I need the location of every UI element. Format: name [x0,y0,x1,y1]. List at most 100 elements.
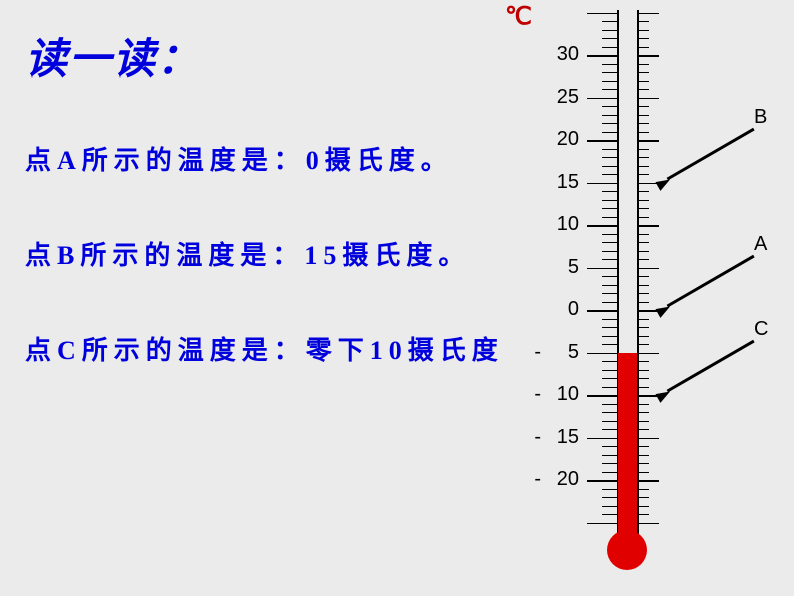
tick-minor [602,506,617,507]
tick-minor [637,472,649,473]
tick-major [587,225,617,227]
tick-minor [602,157,617,158]
scale-label-minus: - [521,341,541,364]
tick-minor [602,132,617,133]
tick-minor [602,21,617,22]
tick-minor [602,106,617,107]
tick-minor [637,344,649,345]
tick-minor [602,208,617,209]
tick-minor [637,81,649,82]
pointer-arrow-line [667,255,755,307]
tick-minor [602,234,617,235]
tick-minor [602,387,617,388]
tick-minor [602,472,617,473]
tick-minor [602,72,617,73]
tick-minor [602,166,617,167]
tick-minor [637,455,649,456]
tick-major [637,523,659,525]
tick-minor [602,463,617,464]
tick-major [637,353,659,355]
tick-minor [637,319,649,320]
tick-major [587,183,617,185]
scale-label: 5 [529,256,579,279]
tick-minor [637,336,649,337]
tick-major [587,310,617,312]
tick-minor [637,123,649,124]
tick-minor [602,378,617,379]
pointer-arrow-line [667,340,755,392]
scale-label: 25 [529,86,579,109]
scale-label: 15 [529,171,579,194]
tick-minor [637,30,649,31]
tick-minor [637,387,649,388]
reading-line-a: 点A所示的温度是：0摄氏度。 [25,140,453,177]
point-label-c: C [754,318,768,341]
reading-line-c: 点C所示的温度是：零下10摄氏度 [25,330,504,367]
tick-minor [602,191,617,192]
tick-minor [602,81,617,82]
scale-label-minus: - [521,426,541,449]
thermometer-scale: 3025201510505-10-15-20-BAC [529,10,719,560]
tick-minor [602,89,617,90]
tick-major [587,13,617,15]
tick-minor [637,21,649,22]
tick-major [637,140,659,142]
tick-minor [637,89,649,90]
tick-minor [602,327,617,328]
point-label-a: A [754,233,767,256]
pointer-arrow-line [667,128,755,180]
tick-minor [637,38,649,39]
tick-minor [637,514,649,515]
tick-minor [637,302,649,303]
tick-minor [637,208,649,209]
tick-major [637,13,659,15]
tick-minor [637,497,649,498]
tick-minor [602,344,617,345]
tick-major [587,523,617,525]
tick-minor [637,132,649,133]
tick-minor [637,404,649,405]
tick-major [587,98,617,100]
tick-minor [637,217,649,218]
tick-minor [637,47,649,48]
tick-major [587,395,617,397]
tick-minor [602,336,617,337]
tick-minor [602,455,617,456]
tick-minor [602,276,617,277]
tick-minor [602,370,617,371]
tick-minor [602,429,617,430]
tick-minor [637,421,649,422]
tick-minor [637,489,649,490]
tick-minor [637,106,649,107]
thermometer: ℃ 3025201510505-10-15-20-BAC [499,0,739,596]
tick-minor [602,174,617,175]
tick-minor [602,115,617,116]
page-title: 读一读： [25,25,201,86]
tick-major [637,268,659,270]
tick-minor [602,217,617,218]
tick-major [587,353,617,355]
scale-label-minus: - [521,383,541,406]
mercury-column [618,353,637,541]
scale-label: 30 [529,43,579,66]
tick-minor [602,123,617,124]
tick-minor [637,234,649,235]
tick-minor [602,514,617,515]
tick-minor [637,276,649,277]
tick-minor [602,47,617,48]
tick-minor [602,404,617,405]
tick-minor [602,30,617,31]
tick-major [637,438,659,440]
tick-major [587,438,617,440]
tick-minor [637,293,649,294]
tick-minor [637,64,649,65]
tick-minor [637,446,649,447]
tick-minor [637,149,649,150]
tick-minor [637,327,649,328]
tick-minor [637,361,649,362]
tick-minor [602,319,617,320]
tick-minor [637,242,649,243]
tick-minor [602,293,617,294]
tick-minor [637,429,649,430]
tick-major [637,225,659,227]
